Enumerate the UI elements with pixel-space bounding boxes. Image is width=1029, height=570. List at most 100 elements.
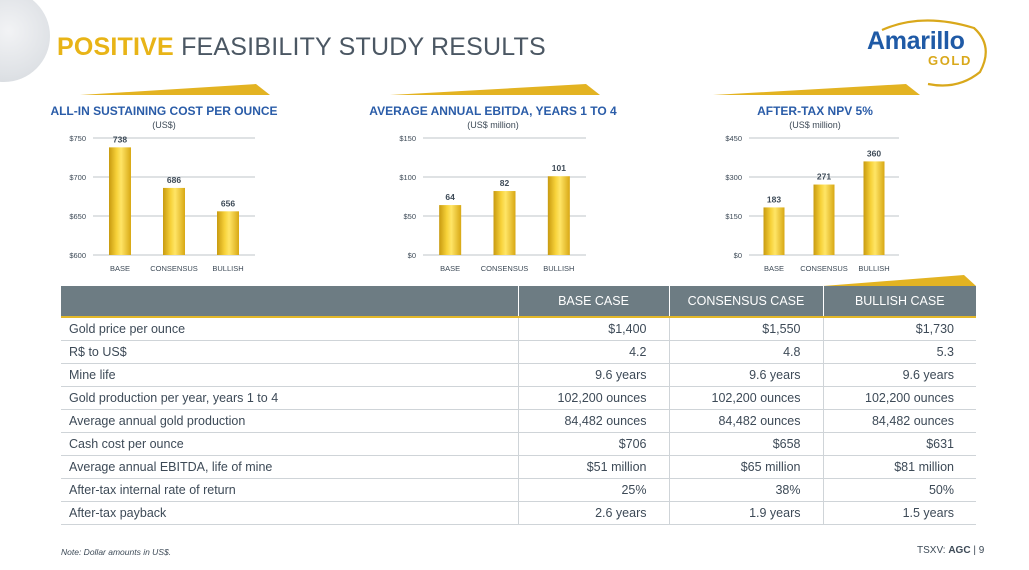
x-tick-label: BASE — [440, 264, 460, 273]
decorative-gold-wedge — [823, 275, 976, 286]
page-number: 9 — [978, 545, 985, 556]
cell-value: 4.2 — [517, 340, 669, 364]
logo-ring-icon — [881, 19, 987, 87]
logo-sub: GOLD — [928, 53, 972, 68]
bar-base — [109, 147, 131, 255]
table-row: Cash cost per ounce $706 $658 $631 — [61, 432, 976, 456]
y-tick-label: $50 — [403, 212, 416, 221]
chart-npv: AFTER-TAX NPV 5% (US$ million) $0 $150 $30… — [715, 104, 915, 279]
cell-value: 50% — [822, 478, 976, 502]
decorative-gold-wedge — [713, 84, 920, 95]
y-tick-label: $0 — [408, 251, 416, 260]
exchange-label: TSXV: — [917, 545, 946, 556]
row-label: Average annual gold production — [61, 409, 518, 433]
data-label: 64 — [445, 192, 455, 202]
cell-value: 4.8 — [668, 340, 823, 364]
data-label: 183 — [767, 194, 781, 204]
cell-value: $658 — [668, 432, 823, 456]
table-row: Average annual EBITDA, life of mine $51 m… — [61, 455, 976, 479]
ticker-symbol: AGC — [948, 545, 971, 556]
cell-value: 38% — [668, 478, 823, 502]
footnote: Note: Dollar amounts in US$. — [61, 547, 172, 557]
x-tick-label: BASE — [110, 264, 130, 273]
footer-separator: | — [973, 545, 976, 556]
chart-title: AFTER-TAX NPV 5% — [757, 104, 873, 118]
table-header-base: BASE CASE — [517, 286, 669, 317]
data-label: 101 — [552, 163, 566, 173]
cell-value: $65 million — [668, 455, 823, 479]
company-logo: Amarillo GOLD — [862, 18, 990, 90]
data-label: 656 — [221, 198, 235, 208]
row-label: After-tax internal rate of return — [61, 478, 518, 502]
y-tick-label: $150 — [399, 134, 416, 143]
x-tick-label: CONSENSUS — [150, 264, 198, 273]
cell-value: $1,400 — [517, 316, 669, 341]
y-tick-label: $700 — [69, 173, 86, 182]
cell-value: $81 million — [822, 455, 976, 479]
chart-subtitle: (US$ million) — [789, 120, 841, 130]
table-row: After-tax internal rate of return 25% 38% 5… — [61, 478, 976, 502]
data-label: 360 — [867, 148, 881, 158]
cell-value: 9.6 years — [517, 363, 669, 387]
y-tick-label: $650 — [69, 212, 86, 221]
chart-ebitda: AVERAGE ANNUAL EBITDA, YEARS 1 TO 4 (US$… — [368, 104, 618, 279]
decorative-gold-wedge — [390, 84, 600, 95]
cell-value: $706 — [517, 432, 669, 456]
table-header-row: BASE CASE CONSENSUS CASE BULLISH CASE — [61, 286, 976, 317]
logo-name: Amarillo — [867, 27, 965, 55]
chart-subtitle: (US$) — [152, 120, 176, 130]
cell-value: 84,482 ounces — [517, 409, 669, 433]
title-highlight: POSITIVE — [57, 33, 174, 61]
row-label: Average annual EBITDA, life of mine — [61, 455, 518, 479]
x-tick-label: BULLISH — [858, 264, 889, 273]
y-tick-label: $0 — [734, 251, 742, 260]
results-table: BASE CASE CONSENSUS CASE BULLISH CASE Go… — [61, 286, 976, 525]
table-row: Mine life 9.6 years 9.6 years 9.6 years — [61, 363, 976, 387]
row-label: Gold production per year, years 1 to 4 — [61, 386, 518, 410]
cell-value: 102,200 ounces — [517, 386, 669, 410]
cell-value: 1.5 years — [822, 501, 976, 525]
title-rest: FEASIBILITY STUDY RESULTS — [181, 33, 546, 61]
table-row: R$ to US$ 4.2 4.8 5.3 — [61, 340, 976, 364]
bar-consensus — [813, 184, 835, 255]
chart-title: ALL-IN SUSTAINING COST PER OUNCE — [50, 104, 278, 118]
data-label: 82 — [500, 178, 510, 188]
table-row: Gold production per year, years 1 to 4 10… — [61, 386, 976, 410]
cell-value: 84,482 ounces — [668, 409, 823, 433]
cell-value: 25% — [517, 478, 669, 502]
cell-value: 2.6 years — [517, 501, 669, 525]
bar-chart-npv: $0 $150 $300 $450 183 BASE 271 CONSENSUS 360 BULL… — [725, 134, 899, 273]
x-tick-label: BASE — [764, 264, 784, 273]
row-label: Mine life — [61, 363, 518, 387]
bar-chart-aisc: $600 $650 $700 $750 738 BASE 686 CONSENSUS 656 BU… — [69, 134, 255, 273]
cell-value: $1,730 — [822, 316, 976, 341]
cell-value: 5.3 — [822, 340, 976, 364]
row-label: Cash cost per ounce — [61, 432, 518, 456]
table-header-consensus: CONSENSUS CASE — [668, 286, 823, 317]
bar-bullish — [863, 161, 885, 255]
decorative-corner-disc — [0, 0, 50, 82]
x-tick-label: BULLISH — [543, 264, 574, 273]
chart-aisc: ALL-IN SUSTAINING COST PER OUNCE (US$) $… — [45, 104, 283, 279]
page-footer: TSXV: AGC | 9 — [917, 545, 984, 556]
bar-base — [439, 205, 462, 255]
data-label: 686 — [167, 175, 181, 185]
cell-value: 9.6 years — [668, 363, 823, 387]
cell-value: 84,482 ounces — [822, 409, 976, 433]
cell-value: $51 million — [517, 455, 669, 479]
bar-consensus — [493, 191, 516, 255]
cell-value: $631 — [822, 432, 976, 456]
cell-value: 102,200 ounces — [668, 386, 823, 410]
bar-consensus — [163, 187, 185, 255]
table-body: Gold price per ounce $1,400 $1,550 $1,730 R$… — [61, 316, 976, 525]
y-tick-label: $300 — [725, 173, 742, 182]
x-tick-label: CONSENSUS — [800, 264, 848, 273]
chart-subtitle: (US$ million) — [467, 120, 519, 130]
chart-title: AVERAGE ANNUAL EBITDA, YEARS 1 TO 4 — [369, 104, 617, 118]
bar-bullish — [217, 211, 239, 255]
data-label: 738 — [113, 134, 127, 144]
cell-value: 102,200 ounces — [822, 386, 976, 410]
table-row: Gold price per ounce $1,400 $1,550 $1,730 — [61, 316, 976, 341]
row-label: R$ to US$ — [61, 340, 518, 364]
decorative-gold-wedge — [80, 84, 270, 95]
